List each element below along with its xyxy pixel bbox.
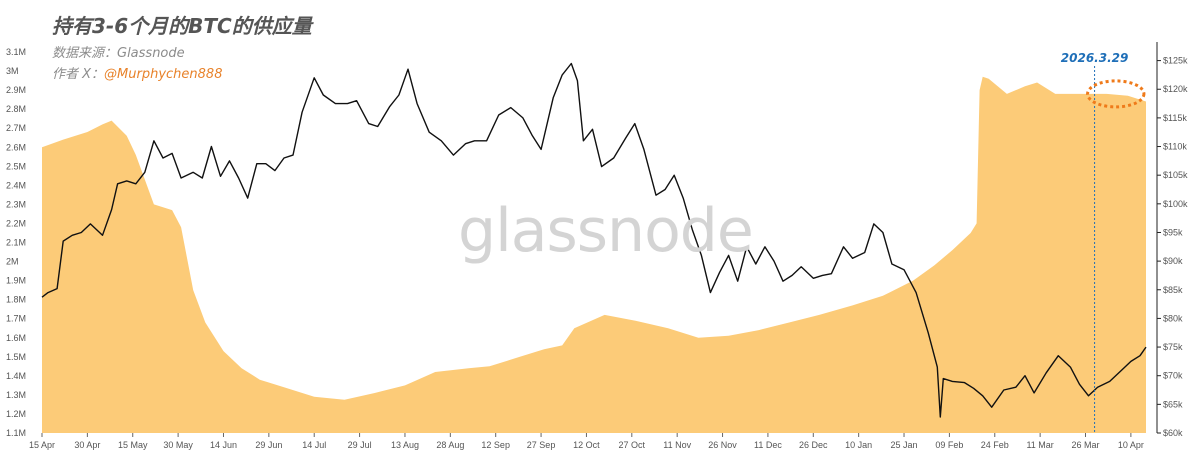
x-tick-label: 26 Nov: [708, 440, 737, 450]
supply-area-layer: [42, 76, 1146, 434]
y-left-tick-label: 2.2M: [6, 218, 26, 228]
x-tick-label: 27 Sep: [527, 440, 556, 450]
y-left-tick-label: 2.3M: [6, 199, 26, 209]
y-left-tick-label: 3.1M: [6, 47, 26, 57]
x-tick-label: 14 Jul: [302, 440, 326, 450]
x-tick-label: 15 Apr: [29, 440, 55, 450]
y-right-tick-label: $85k: [1163, 285, 1183, 295]
supply-area: [42, 76, 1146, 434]
y-right-tick-label: $105k: [1163, 170, 1188, 180]
x-tick-label: 25 Jan: [891, 440, 918, 450]
y-left-tick-label: 1.8M: [6, 295, 26, 305]
x-tick-label: 12 Sep: [481, 440, 510, 450]
x-tick-label: 30 May: [163, 440, 193, 450]
y-right-tick-label: $60k: [1163, 428, 1183, 438]
x-tick-label: 26 Mar: [1071, 440, 1099, 450]
x-tick-label: 10 Apr: [1118, 440, 1144, 450]
y-right-tick-label: $70k: [1163, 371, 1183, 381]
y-left-tick-label: 1.2M: [6, 409, 26, 419]
y-left-tick-label: 2.6M: [6, 142, 26, 152]
y-right-tick-label: $100k: [1163, 199, 1188, 209]
price-line: [41, 62, 1147, 418]
author-note: 作者 X：@Murphychen888: [52, 63, 222, 82]
y-right-tick-label: $95k: [1163, 227, 1183, 237]
y-right-tick-label: $90k: [1163, 256, 1183, 266]
y-right-tick-label: $115k: [1163, 113, 1187, 123]
y-left-tick-label: 2.8M: [6, 104, 26, 114]
annotation-layer: 2026.3.29: [1061, 51, 1146, 433]
date-marker-label: 2026.3.29: [1061, 51, 1129, 65]
axes-layer: 1.1M 1.2M 1.3M 1.4M 1.5M 1.6M 1.7M 1.8M 1.9M 2M 2.…: [6, 42, 1188, 450]
x-tick-label: 11 Mar: [1026, 440, 1053, 450]
price-line-layer: [41, 62, 1147, 418]
y-left-tick-label: 2.5M: [6, 161, 26, 171]
x-tick-label: 29 Jun: [255, 440, 282, 450]
x-tick-label: 27 Oct: [619, 440, 646, 450]
chart-title: 持有3-6个月的BTC的供应量: [52, 14, 312, 38]
y-left-tick-label: 1.6M: [6, 333, 26, 343]
y-left-tick-label: 2.7M: [6, 123, 26, 133]
y-left-tick-label: 2.9M: [6, 85, 26, 95]
y-left-tick-label: 1.5M: [6, 352, 26, 362]
y-right-tick-label: $110k: [1163, 142, 1187, 152]
x-tick-label: 09 Feb: [935, 440, 963, 450]
x-tick-label: 29 Jul: [348, 440, 372, 450]
y-right-tick-label: $120k: [1163, 84, 1188, 94]
x-tick-label: 26 Dec: [799, 440, 828, 450]
x-tick-label: 28 Aug: [436, 440, 464, 450]
author-handle: @Murphychen888: [104, 67, 223, 82]
glassnode-watermark: glassnode: [458, 196, 754, 266]
x-tick-label: 30 Apr: [74, 440, 100, 450]
y-right-tick-label: $65k: [1163, 399, 1183, 409]
x-tick-label: 10 Jan: [845, 440, 872, 450]
y-right-tick-label: $125k: [1163, 56, 1188, 66]
y-right-tick-label: $75k: [1163, 342, 1183, 352]
author-prefix: 作者 X：: [52, 67, 105, 82]
y-left-tick-label: 1.9M: [6, 276, 26, 286]
y-left-tick-label: 1.3M: [6, 390, 26, 400]
y-left-tick-label: 1.4M: [6, 371, 26, 381]
data-source-note: 数据来源：Glassnode: [52, 46, 185, 61]
highlight-ellipse: [1086, 79, 1146, 109]
y-left-tick-label: 3M: [6, 66, 19, 76]
y-right-tick-label: $80k: [1163, 313, 1183, 323]
x-tick-label: 12 Oct: [573, 440, 600, 450]
y-left-tick-label: 2.4M: [6, 180, 26, 190]
x-tick-label: 11 Dec: [754, 440, 782, 450]
y-left-tick-label: 2M: [6, 257, 19, 267]
x-tick-label: 11 Nov: [663, 440, 691, 450]
x-tick-label: 24 Feb: [981, 440, 1009, 450]
y-left-tick-label: 2.1M: [6, 238, 26, 248]
x-tick-label: 15 May: [118, 440, 148, 450]
y-left-tick-label: 1.1M: [6, 428, 26, 438]
x-tick-label: 13 Aug: [391, 440, 419, 450]
x-tick-label: 14 Jun: [210, 440, 237, 450]
y-left-tick-label: 1.7M: [6, 314, 26, 324]
